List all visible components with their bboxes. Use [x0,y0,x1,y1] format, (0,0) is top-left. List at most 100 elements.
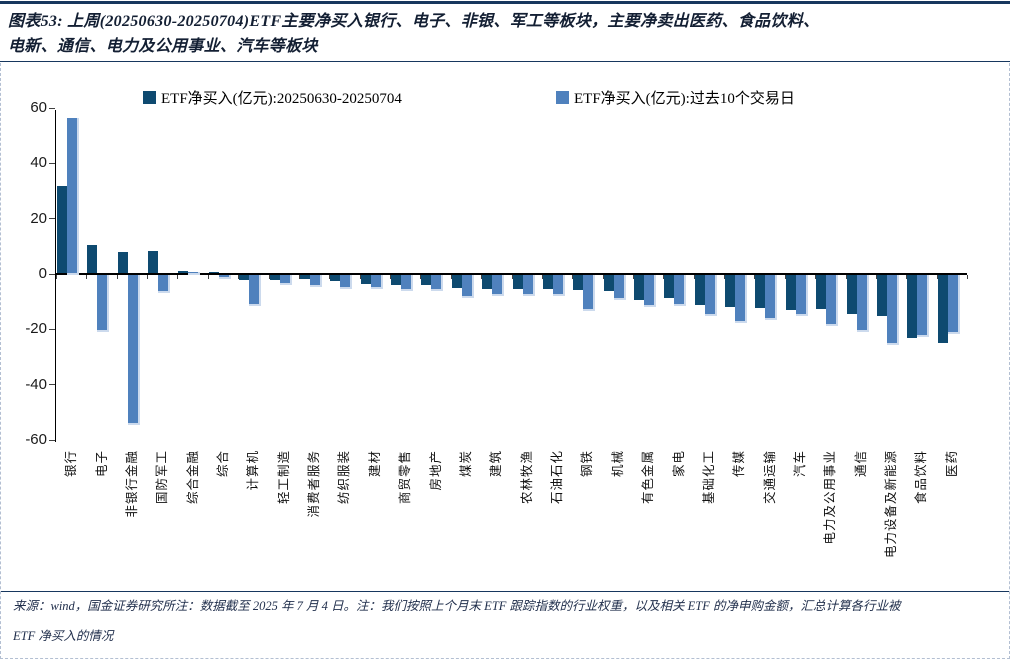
bar-计算机-s1 [249,274,262,306]
legend-label: ETF净买入(亿元):20250630-20250704 [161,91,402,107]
bar-医药-s0 [937,274,948,343]
bar-纺织服装-s0 [330,274,341,282]
x-axis-tick [815,274,817,279]
chart-legend: ETF净买入(亿元):20250630-20250704 ETF净买入(亿元):过… [1,87,1010,107]
bar-煤炭-s1 [461,274,474,298]
bar-国防军工-s0 [148,251,159,273]
bar-建筑-s0 [482,274,493,289]
bar-综合-s1 [218,274,231,280]
x-axis-tick [541,274,543,279]
bar-建材-s0 [360,274,371,284]
x-axis-tick [724,274,726,279]
y-axis-tick [49,439,55,441]
bar-农林牧渔-s1 [522,274,535,297]
bar-基础化工-s0 [694,274,705,306]
x-axis-line [56,273,967,275]
y-axis-tick [49,273,55,275]
bar-非银行金融-s0 [117,251,128,273]
x-axis-tick [207,274,209,279]
x-axis-tick [693,274,695,279]
x-axis-tick [420,274,422,279]
bar-商贸零售-s0 [391,274,402,286]
x-axis-label-交通运输: 交通运输 [762,450,777,505]
y-axis-label: -40 [25,375,47,393]
bar-综合金融-s0 [178,270,189,273]
bar-建材-s1 [370,274,383,289]
x-axis-tick [268,274,270,279]
bar-有色金属-s1 [643,274,656,308]
chart-area: ETF净买入(亿元):20250630-20250704 ETF净买入(亿元):过… [0,63,1010,659]
x-axis-tick [390,274,392,279]
x-axis-tick [116,274,118,279]
x-axis-tick [845,274,847,279]
x-axis-tick [906,274,908,279]
bar-农林牧渔-s0 [512,274,523,289]
y-axis-label: 60 [30,99,47,116]
x-axis-label-传媒: 传媒 [732,450,747,478]
x-axis-label-家电: 家电 [671,450,686,478]
bar-汽车-s0 [785,274,796,310]
y-axis-tick [49,107,55,109]
bar-商贸零售-s1 [401,274,414,291]
x-axis-tick [602,274,604,279]
bar-石油石化-s1 [552,274,565,296]
bar-家电-s1 [674,274,687,307]
x-axis-label-计算机: 计算机 [246,450,261,491]
x-axis-tick [481,274,483,279]
bar-机械-s0 [603,274,614,292]
x-axis-tick [86,274,88,279]
source-note-line-1: 来源：wind，国金证券研究所注：数据截至 2025 年 7 月 4 日。注：我… [13,599,901,613]
x-axis-tick [147,274,149,279]
footnote-divider [1,591,1009,592]
bar-食品饮料-s1 [917,274,930,338]
bar-煤炭-s0 [451,274,462,289]
bar-基础化工-s1 [704,274,717,316]
x-axis-tick [329,274,331,279]
source-note: 来源：wind，国金证券研究所注：数据截至 2025 年 7 月 4 日。注：我… [1,592,1009,659]
x-axis-label-消费者服务: 消费者服务 [307,450,322,518]
bar-消费者服务-s1 [309,274,322,287]
x-axis-label-食品饮料: 食品饮料 [914,450,929,505]
bar-国防军工-s1 [158,274,171,293]
y-axis-label: 0 [38,265,47,282]
x-axis-label-综合: 综合 [216,450,231,478]
y-axis-label: -20 [25,320,47,338]
x-axis-tick [238,274,240,279]
top-border [0,1,1010,4]
bar-交通运输-s1 [765,274,778,320]
x-axis-label-电子: 电子 [94,450,109,478]
x-axis-label-银行: 银行 [64,450,79,478]
legend-swatch-icon [556,91,569,104]
x-axis-label-通信: 通信 [853,450,868,478]
bar-有色金属-s0 [633,274,644,300]
x-axis-label-医药: 医药 [944,450,959,478]
bar-电力设备及新能源-s1 [886,274,899,345]
bar-计算机-s0 [239,274,250,281]
figure-title-line-1: 图表53: 上周(20250630-20250704)ETF主要净买入银行、电子… [8,13,820,30]
y-axis-label: 20 [30,209,47,227]
bar-传媒-s1 [735,274,748,324]
bar-家电-s0 [664,274,675,299]
y-axis-label: 40 [30,154,47,172]
x-axis-label-综合金融: 综合金融 [185,450,200,505]
bar-轻工制造-s1 [279,274,292,286]
x-axis-label-建材: 建材 [367,450,382,478]
x-axis-tick [663,274,665,279]
bar-医药-s1 [947,274,960,335]
x-axis-tick [632,274,634,279]
x-axis-tick [450,274,452,279]
x-axis-label-非银行金融: 非银行金融 [124,450,139,518]
x-axis-tick [298,274,300,279]
legend-item-0: ETF净买入(亿元):20250630-20250704 [143,87,402,108]
x-axis-tick [177,274,179,279]
bar-房地产-s1 [431,274,444,292]
x-axis-tick [936,274,938,279]
bar-石油石化-s0 [542,274,553,289]
x-axis-tick [511,274,513,279]
x-axis-label-纺织服装: 纺织服装 [337,450,352,505]
bar-汽车-s1 [795,274,808,317]
bar-轻工制造-s0 [269,274,280,281]
x-axis-label-房地产: 房地产 [428,450,443,491]
bar-通信-s1 [856,274,869,333]
y-axis-label: -60 [25,431,47,448]
